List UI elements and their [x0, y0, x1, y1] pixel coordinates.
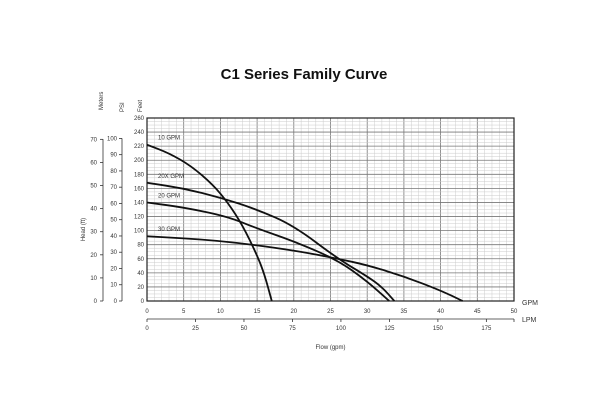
lpm-tick-label: 0 [145, 326, 149, 332]
meter-tick-label: 0 [94, 299, 98, 305]
psi-tick-label: 20 [110, 266, 117, 272]
series-label: 30 GPM [158, 227, 180, 233]
lpm-tick-label: 125 [384, 326, 395, 332]
x-unit-lpm: LPM [522, 317, 537, 324]
y-tick-label: 200 [134, 158, 145, 164]
meter-tick-label: 30 [90, 230, 97, 236]
y-tick-label: 40 [137, 271, 144, 277]
x-tick-label: 40 [437, 309, 444, 315]
x-tick-label: 45 [474, 309, 481, 315]
meter-tick-label: 10 [90, 276, 97, 282]
y-unit-psi: PSI [120, 102, 126, 112]
psi-tick-label: 80 [110, 169, 117, 175]
y-tick-label: 60 [137, 257, 144, 263]
y-tick-label: 260 [134, 116, 145, 122]
series-line [146, 143, 273, 302]
meter-tick-label: 40 [90, 207, 97, 213]
series-label: 20X GPM [158, 174, 184, 180]
series-label: 20 GPM [158, 193, 180, 199]
y-tick-label: 120 [134, 215, 145, 221]
psi-tick-label: 50 [110, 218, 117, 224]
plot-frame [146, 117, 515, 302]
psi-tick-label: 70 [110, 185, 117, 191]
chart-title: C1 Series Family Curve [220, 66, 388, 83]
y-tick-label: 220 [134, 144, 145, 150]
y-tick-label: 140 [134, 200, 145, 206]
x-tick-label: 20 [290, 309, 297, 315]
lpm-tick-label: 100 [336, 326, 347, 332]
psi-tick-label: 90 [110, 153, 117, 159]
x-tick-label: 30 [364, 309, 371, 315]
y-tick-label: 0 [141, 299, 145, 305]
x-unit-gpm: GPM [522, 300, 538, 307]
y-unit-meters: Meters [99, 92, 105, 110]
y-tick-label: 240 [134, 130, 145, 136]
x-tick-label: 0 [145, 309, 149, 315]
lpm-tick-label: 150 [433, 326, 444, 332]
meter-tick-label: 20 [90, 253, 97, 259]
y-axis-label: Head (ft) [81, 218, 87, 241]
series-line [146, 235, 464, 302]
y-tick-label: 80 [137, 243, 144, 249]
lpm-tick-label: 25 [192, 326, 199, 332]
meter-tick-label: 50 [90, 184, 97, 190]
x-tick-label: 10 [217, 309, 224, 315]
psi-tick-label: 30 [110, 250, 117, 256]
x-tick-label: 25 [327, 309, 334, 315]
psi-tick-label: 10 [110, 283, 117, 289]
y-tick-label: 100 [134, 229, 145, 235]
series-line [146, 201, 390, 302]
psi-tick-label: 0 [114, 299, 118, 305]
lpm-tick-label: 75 [289, 326, 296, 332]
y-tick-label: 180 [134, 172, 145, 178]
y-tick-label: 20 [137, 285, 144, 291]
series-line [146, 181, 396, 302]
psi-tick-label: 60 [110, 201, 117, 207]
psi-tick-label: 40 [110, 234, 117, 240]
x-axis-label: Flow (gpm) [315, 345, 345, 351]
x-tick-label: 15 [254, 309, 261, 315]
series-label: 10 GPM [158, 136, 180, 142]
lpm-tick-label: 50 [241, 326, 248, 332]
meter-tick-label: 60 [90, 160, 97, 166]
psi-tick-label: 100 [107, 136, 118, 142]
meter-tick-label: 70 [90, 137, 97, 143]
lpm-tick-label: 175 [481, 326, 492, 332]
y-tick-label: 160 [134, 186, 145, 192]
y-unit-feet: Feet [138, 100, 144, 112]
x-tick-label: 50 [511, 309, 518, 315]
x-tick-label: 5 [182, 309, 186, 315]
x-tick-label: 35 [401, 309, 408, 315]
